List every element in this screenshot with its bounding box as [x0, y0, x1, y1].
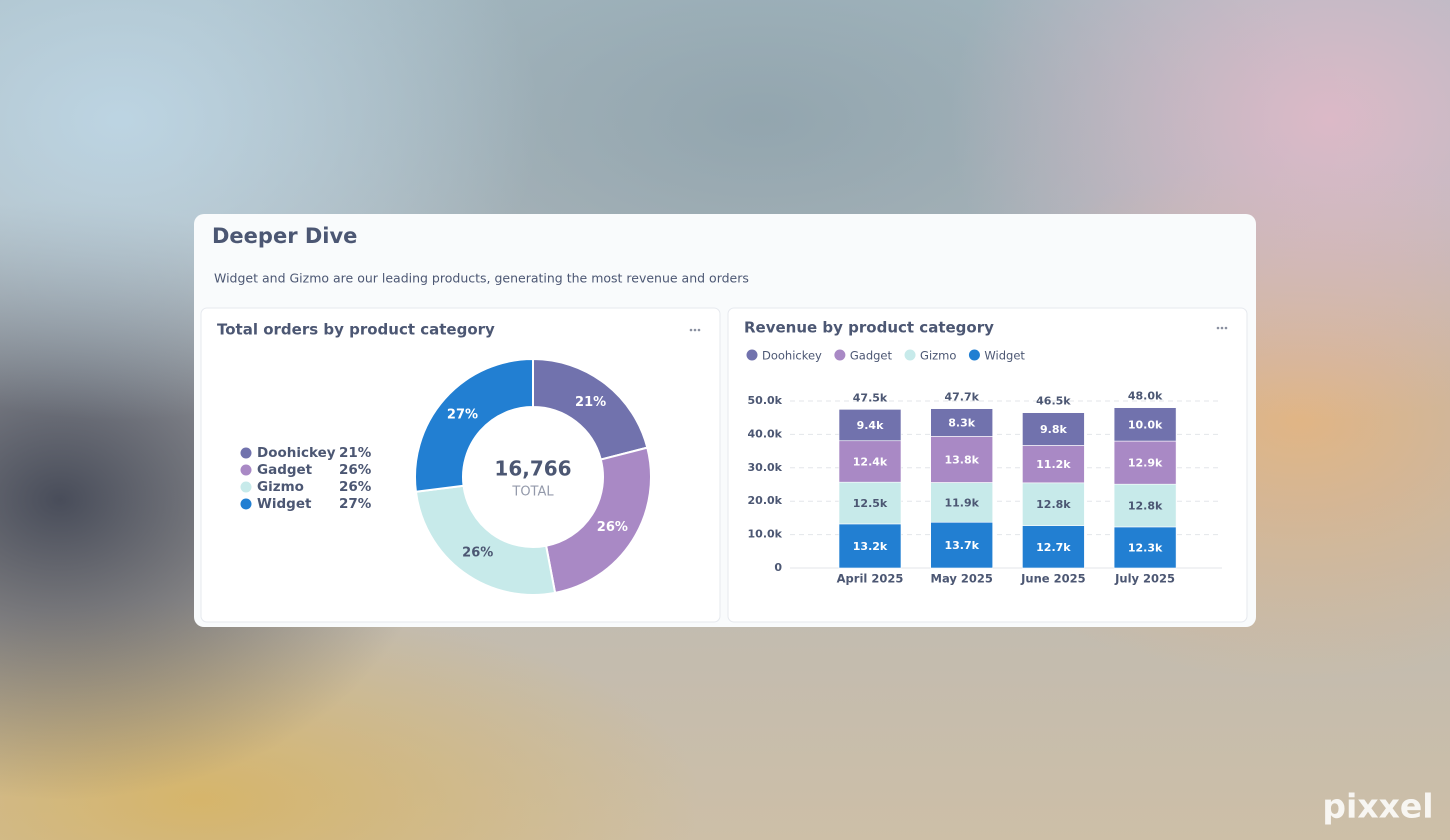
bar-label: 12.3k — [1128, 541, 1163, 554]
bar-label: 12.8k — [1128, 500, 1163, 513]
y-tick-label: 10.0k — [748, 528, 783, 541]
menu-button[interactable] — [1216, 326, 1228, 330]
legend-value: 21% — [339, 445, 372, 461]
center-value: 16,766 — [494, 457, 571, 481]
bar-segment — [1022, 525, 1085, 569]
bar-label: 9.4k — [857, 419, 884, 432]
legend-swatch — [240, 498, 252, 510]
bar-label: 9.8k — [1040, 423, 1067, 436]
x-tick-label: June 2025 — [1020, 572, 1085, 586]
bar-label: 13.2k — [853, 540, 888, 553]
legend-label: Doohickey — [762, 349, 822, 363]
watermark: pixxel — [1322, 787, 1433, 826]
slice-label: 26% — [597, 520, 628, 535]
legend-swatch — [240, 447, 252, 459]
bar-segment — [930, 436, 994, 483]
legend-swatch — [240, 481, 252, 493]
legend-value: 26% — [339, 462, 372, 478]
bar-label: 12.9k — [1128, 457, 1163, 470]
legend-swatch — [240, 464, 252, 476]
bar-segment — [1113, 407, 1177, 442]
x-tick-label: May 2025 — [931, 572, 993, 586]
bar-segment — [930, 521, 994, 569]
legend-swatch — [834, 349, 846, 361]
x-tick-label: July 2025 — [1114, 572, 1175, 586]
bar-segment — [1022, 445, 1085, 484]
bar-segment — [1113, 483, 1177, 528]
slice-label: 26% — [462, 546, 493, 561]
chart-title: Total orders by product category — [217, 321, 495, 339]
menu-button[interactable] — [689, 328, 701, 332]
bar-segment — [930, 408, 994, 437]
total-label: 47.7k — [944, 391, 979, 404]
bar-segment — [1022, 482, 1085, 526]
y-tick-label: 50.0k — [748, 394, 783, 407]
legend-label: Gadget — [850, 349, 893, 363]
x-tick-label: April 2025 — [837, 572, 904, 586]
bar-label: 13.8k — [944, 453, 979, 466]
bar-segment — [1113, 440, 1177, 485]
bar-segment — [838, 409, 902, 442]
bar-label: 12.7k — [1036, 541, 1071, 554]
y-tick-label: 20.0k — [748, 494, 783, 507]
bar-label: 13.7k — [944, 539, 979, 552]
total-label: 48.0k — [1128, 390, 1163, 403]
bar-label: 8.3k — [948, 417, 975, 430]
bar-label: 11.2k — [1036, 458, 1071, 471]
total-label: 47.5k — [853, 391, 888, 404]
legend-value: 26% — [339, 479, 372, 495]
legend-label: Gizmo — [257, 479, 304, 495]
description: Widget and Gizmo are our leading product… — [214, 271, 749, 286]
y-tick-label: 0 — [774, 561, 782, 574]
center-caption: TOTAL — [511, 485, 554, 500]
legend-swatch — [904, 349, 916, 361]
bar-segment — [930, 482, 994, 523]
total-label: 46.5k — [1036, 395, 1071, 408]
slice — [414, 484, 557, 596]
bar-label: 10.0k — [1128, 418, 1163, 431]
bar-label: 11.9k — [944, 496, 979, 509]
bar-segment — [1113, 526, 1177, 569]
legend-swatch — [968, 349, 980, 361]
legend-label: Widget — [984, 349, 1025, 363]
dashboard-title: Deeper Dive — [212, 224, 357, 248]
bar-segment — [838, 523, 902, 569]
slice — [544, 446, 652, 595]
bar-segment — [838, 481, 902, 525]
slice — [414, 357, 534, 493]
slice-label: 27% — [447, 407, 478, 422]
bar-segment — [838, 440, 902, 483]
legend-swatch — [746, 349, 758, 361]
y-tick-label: 30.0k — [748, 461, 783, 474]
legend-label: Widget — [257, 496, 312, 512]
chart-title: Revenue by product category — [744, 319, 994, 337]
legend-label: Gadget — [257, 462, 313, 478]
bar-label: 12.5k — [853, 497, 888, 510]
bar-label: 12.8k — [1036, 498, 1071, 511]
legend-label: Doohickey — [257, 445, 336, 461]
bar-segment — [1022, 412, 1085, 446]
slice-label: 21% — [575, 395, 606, 410]
bar-label: 12.4k — [853, 455, 888, 468]
legend-label: Gizmo — [920, 349, 956, 363]
legend-value: 27% — [339, 496, 372, 512]
y-tick-label: 40.0k — [748, 427, 783, 440]
